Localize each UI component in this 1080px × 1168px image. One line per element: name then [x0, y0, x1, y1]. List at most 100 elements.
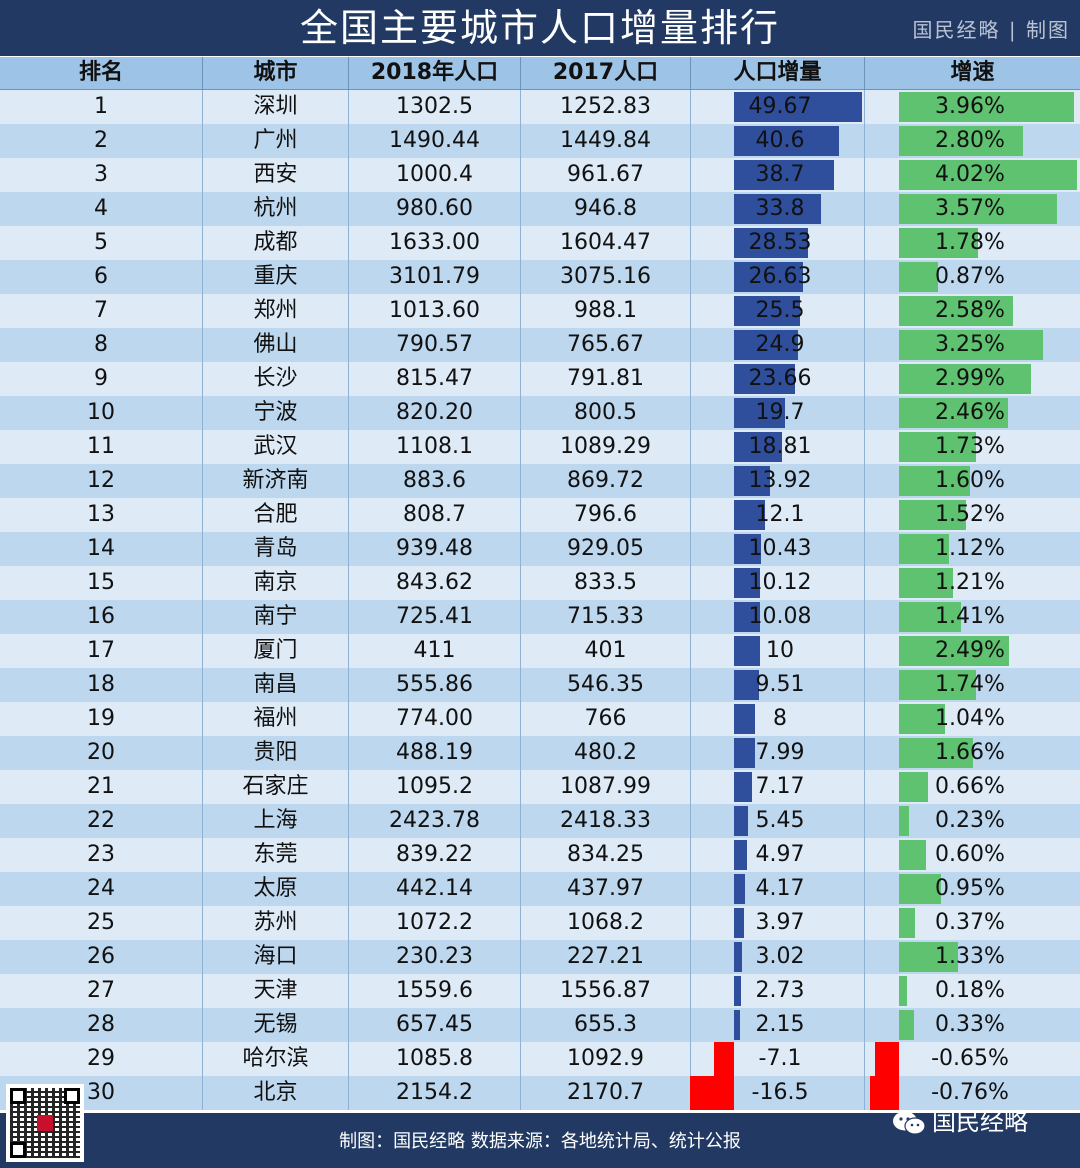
- cell-rank: 21: [87, 774, 115, 799]
- growth-label: 1.41%: [935, 604, 1005, 629]
- cell-pop2017: 715.33: [520, 600, 690, 634]
- cell-growth: [864, 158, 1080, 192]
- growth-bar: [899, 364, 1032, 394]
- wechat-icon: [893, 1111, 926, 1135]
- increase-label: -16.5: [751, 1080, 809, 1105]
- increase-bar: [734, 534, 761, 564]
- cell-city: 佛山: [202, 328, 348, 362]
- increase-bar: [734, 976, 742, 1006]
- cell-city: 苏州: [202, 906, 348, 940]
- cell-pop2017: 929.05: [520, 532, 690, 566]
- cell-pop2018: 442.14: [348, 872, 520, 906]
- cell-pop2018: 1085.8: [348, 1042, 520, 1076]
- cell-pop2018: 411: [348, 634, 520, 668]
- cell-increase: [690, 328, 864, 362]
- growth-label: 0.95%: [935, 876, 1005, 901]
- cell-increase: [690, 294, 864, 328]
- cell-city: 无锡: [202, 1008, 348, 1042]
- cell-pop2017: 796.6: [520, 498, 690, 532]
- cell-increase: [690, 736, 864, 770]
- growth-label: 1.60%: [935, 468, 1005, 493]
- header-pop2017: 2017人口: [520, 57, 690, 89]
- cell-increase: [690, 838, 864, 872]
- cell-pop2018: 1000.4: [348, 158, 520, 192]
- cell-increase: [690, 464, 864, 498]
- growth-bar: [899, 228, 978, 258]
- header-rank: 排名: [78, 60, 123, 85]
- increase-label: 9.51: [755, 672, 805, 697]
- cell-city: 天津: [202, 974, 348, 1008]
- cell-rank: 4: [94, 196, 108, 221]
- cell-pop2017: 988.1: [520, 294, 690, 328]
- cell-increase: [690, 1042, 864, 1076]
- cell-rank: 18: [87, 672, 115, 697]
- growth-label: 2.46%: [935, 400, 1005, 425]
- increase-bar: [734, 840, 747, 870]
- cell-rank: 13: [87, 502, 115, 527]
- cell-city: 合肥: [202, 498, 348, 532]
- cell-pop2017: 869.72: [520, 464, 690, 498]
- growth-bar: [899, 874, 942, 904]
- growth-label: 2.99%: [935, 366, 1005, 391]
- cell-pop2017: 1087.99: [520, 770, 690, 804]
- growth-bar: [899, 976, 907, 1006]
- cell-pop2017: 1068.2: [520, 906, 690, 940]
- cell-pop2017: 961.67: [520, 158, 690, 192]
- cell-growth: [864, 328, 1080, 362]
- table-row: 17 厦门 411 401 10 2.49%: [0, 634, 1080, 668]
- increase-bar: [734, 636, 760, 666]
- growth-bar: [870, 1076, 899, 1110]
- growth-bar: [899, 262, 938, 292]
- table-header: 排名 城市 2018年人口 2017人口 人口增量 增速: [0, 57, 1080, 90]
- growth-label: 1.66%: [935, 740, 1005, 765]
- header-increase: 人口增量: [690, 57, 864, 89]
- increase-bar: [734, 296, 800, 326]
- cell-city: 哈尔滨: [202, 1042, 348, 1076]
- table-row: 30 北京 2154.2 2170.7 -16.5 -0.76%: [0, 1076, 1080, 1110]
- table-row: 8 佛山 790.57 765.67 24.9 3.25%: [0, 328, 1080, 362]
- cell-rank: 17: [87, 638, 115, 663]
- cell-growth: [864, 940, 1080, 974]
- cell-growth: [864, 430, 1080, 464]
- cell-pop2018: 1302.5: [348, 90, 520, 124]
- increase-bar: [713, 1042, 734, 1076]
- increase-label: -7.1: [758, 1046, 802, 1071]
- wechat-label: 国民经略: [932, 1108, 1028, 1136]
- cell-rank: 23: [87, 842, 115, 867]
- table-row: 19 福州 774.00 766 8 1.04%: [0, 702, 1080, 736]
- cell-growth: [864, 362, 1080, 396]
- growth-bar: [899, 296, 1014, 326]
- growth-bar: [899, 1010, 914, 1040]
- table-row: 29 哈尔滨 1085.8 1092.9 -7.1 -0.65%: [0, 1042, 1080, 1076]
- cell-increase: [690, 90, 864, 124]
- growth-bar: [899, 330, 1043, 360]
- increase-bar: [734, 908, 745, 938]
- cell-increase: [690, 634, 864, 668]
- increase-label: 4.17: [755, 876, 805, 901]
- cell-increase: [690, 498, 864, 532]
- cell-increase: [690, 124, 864, 158]
- increase-bar: [734, 602, 760, 632]
- cell-increase: [690, 532, 864, 566]
- cell-rank: 25: [87, 910, 115, 935]
- cell-pop2017: 833.5: [520, 566, 690, 600]
- cell-rank: 11: [87, 434, 115, 459]
- table-row: 27 天津 1559.6 1556.87 2.73 0.18%: [0, 974, 1080, 1008]
- cell-rank: 12: [87, 468, 115, 493]
- cell-rank: 26: [87, 944, 115, 969]
- cell-rank: 19: [87, 706, 115, 731]
- increase-bar: [734, 670, 759, 700]
- increase-label: 8: [773, 706, 787, 731]
- cell-city: 长沙: [202, 362, 348, 396]
- growth-bar: [899, 466, 970, 496]
- cell-pop2017: 227.21: [520, 940, 690, 974]
- cell-pop2018: 839.22: [348, 838, 520, 872]
- table-row: 12 新济南 883.6 869.72 13.92 1.60%: [0, 464, 1080, 498]
- cell-growth: [864, 668, 1080, 702]
- increase-bar: [734, 1010, 740, 1040]
- cell-increase: [690, 906, 864, 940]
- cell-city: 海口: [202, 940, 348, 974]
- increase-bar: [734, 942, 742, 972]
- growth-bar: [899, 194, 1058, 224]
- cell-pop2017: 791.81: [520, 362, 690, 396]
